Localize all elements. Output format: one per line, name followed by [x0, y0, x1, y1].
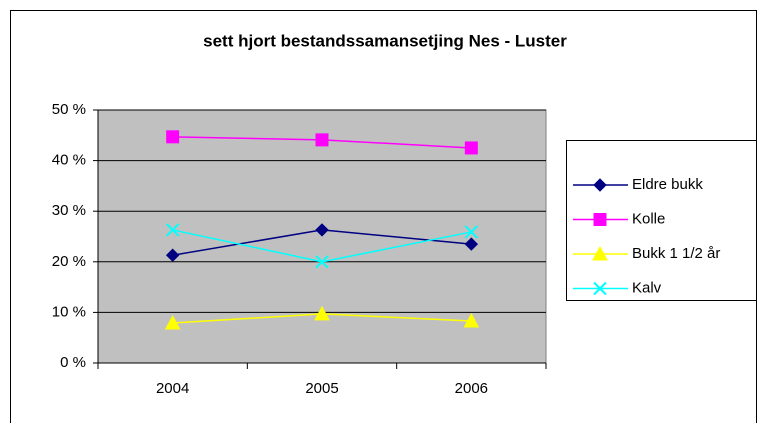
y-tick-label: 50 % [52, 101, 86, 118]
y-tick-label: 10 % [52, 303, 86, 320]
marker [464, 225, 479, 239]
legend-label: Kalv [632, 279, 662, 296]
marker [165, 248, 180, 262]
marker [315, 133, 329, 147]
marker [463, 312, 480, 328]
y-tick-label: 40 % [52, 152, 86, 169]
marker [592, 245, 608, 261]
y-tick-label: 0 % [60, 354, 86, 371]
x-tick-label: 2005 [305, 380, 338, 397]
x-tick-label: 2004 [156, 380, 189, 397]
legend-label: Bukk 1 1/2 år [632, 245, 720, 262]
marker [464, 141, 478, 155]
legend-label: Eldre bukk [632, 176, 703, 193]
y-tick-label: 30 % [52, 202, 86, 219]
marker [315, 255, 329, 269]
marker [166, 130, 180, 144]
marker [593, 178, 607, 192]
x-tick-label: 2006 [455, 380, 488, 397]
chart-title: sett hjort bestandssamansetjing Nes - Lu… [203, 31, 567, 50]
marker [165, 223, 180, 237]
marker [593, 281, 607, 296]
legend-label: Kolle [632, 210, 665, 227]
marker [593, 213, 607, 226]
marker [315, 223, 329, 237]
marker [164, 314, 181, 330]
y-tick-label: 20 % [52, 253, 86, 270]
marker [464, 237, 479, 251]
marker [314, 305, 330, 321]
